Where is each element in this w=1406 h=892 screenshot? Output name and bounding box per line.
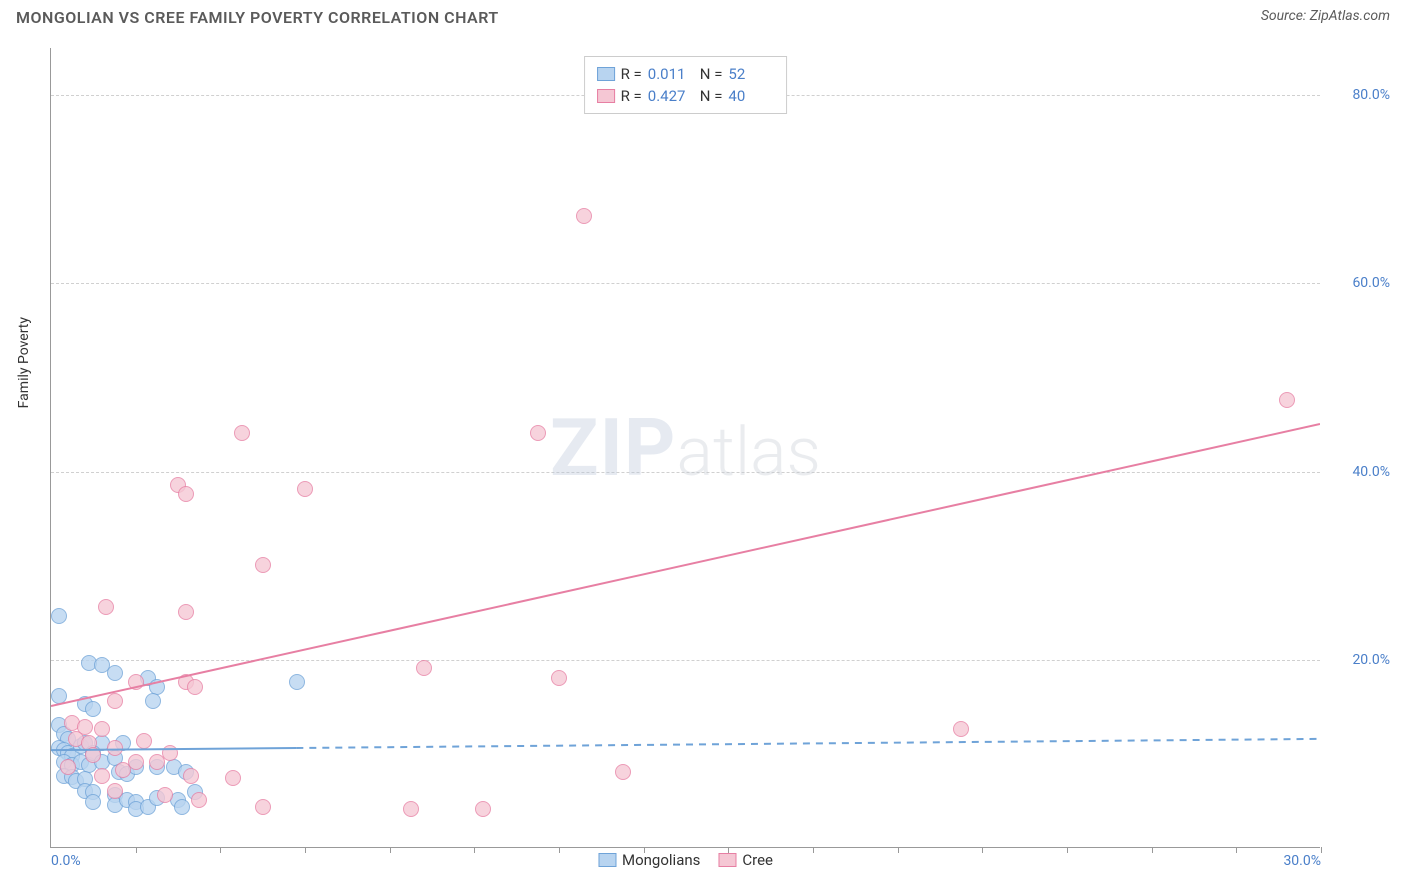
watermark: ZIPatlas <box>550 401 821 495</box>
chart-title: MONGOLIAN VS CREE FAMILY POVERTY CORRELA… <box>16 8 499 27</box>
n-value: 40 <box>728 87 774 105</box>
scatter-point <box>551 670 567 686</box>
y-tick-label: 20.0% <box>1330 652 1390 668</box>
n-value: 52 <box>728 65 774 83</box>
n-label: N = <box>700 87 723 105</box>
scatter-point <box>187 679 203 695</box>
scatter-point <box>234 425 250 441</box>
scatter-point <box>60 759 76 775</box>
r-value: 0.011 <box>648 65 694 83</box>
trend-line-dashed <box>296 739 1320 748</box>
swatch-icon <box>597 89 615 103</box>
chart-container: ZIPatlas R = 0.011 N = 52 R = 0.427 N = … <box>50 48 1390 848</box>
scatter-point <box>94 768 110 784</box>
y-tick-label: 60.0% <box>1330 275 1390 291</box>
scatter-point <box>289 674 305 690</box>
x-tick <box>728 847 729 853</box>
watermark-atlas: atlas <box>676 412 821 492</box>
legend-item-mongolians: Mongolians <box>598 851 700 869</box>
scatter-point <box>157 787 173 803</box>
scatter-point <box>255 557 271 573</box>
x-tick <box>220 847 221 853</box>
source-name: ZipAtlas.com <box>1310 8 1390 24</box>
scatter-point <box>403 801 419 817</box>
source-attribution: Source: ZipAtlas.com <box>1261 8 1390 27</box>
r-value: 0.427 <box>648 87 694 105</box>
series-legend: Mongolians Cree <box>598 851 773 869</box>
source-prefix: Source: <box>1261 8 1310 24</box>
scatter-point <box>94 721 110 737</box>
legend-label: Mongolians <box>622 851 700 869</box>
grid-line <box>51 660 1320 661</box>
scatter-point <box>576 208 592 224</box>
swatch-icon <box>597 67 615 81</box>
y-tick-label: 40.0% <box>1330 464 1390 480</box>
swatch-icon <box>718 853 736 867</box>
scatter-point <box>297 481 313 497</box>
x-tick <box>982 847 983 853</box>
scatter-point <box>255 799 271 815</box>
r-label: R = <box>621 87 642 105</box>
x-tick <box>305 847 306 853</box>
scatter-point <box>178 604 194 620</box>
chart-header: MONGOLIAN VS CREE FAMILY POVERTY CORRELA… <box>0 0 1406 31</box>
scatter-point <box>225 770 241 786</box>
scatter-point <box>178 486 194 502</box>
correlation-row-2: R = 0.427 N = 40 <box>597 85 775 107</box>
x-tick <box>390 847 391 853</box>
scatter-point <box>475 801 491 817</box>
scatter-point <box>107 783 123 799</box>
x-tick <box>813 847 814 853</box>
x-tick <box>1152 847 1153 853</box>
scatter-point <box>145 693 161 709</box>
x-tick <box>1321 847 1322 853</box>
scatter-point <box>98 599 114 615</box>
correlation-legend: R = 0.011 N = 52 R = 0.427 N = 40 <box>584 56 788 114</box>
scatter-point <box>85 794 101 810</box>
r-label: R = <box>621 65 642 83</box>
legend-item-cree: Cree <box>718 851 773 869</box>
scatter-point <box>416 660 432 676</box>
watermark-zip: ZIP <box>550 401 677 495</box>
scatter-point <box>85 747 101 763</box>
x-tick-label: 30.0% <box>1283 853 1321 869</box>
x-tick <box>136 847 137 853</box>
scatter-point <box>530 425 546 441</box>
plot-area: ZIPatlas R = 0.011 N = 52 R = 0.427 N = … <box>50 48 1320 848</box>
trend-line-solid <box>51 424 1320 706</box>
scatter-point <box>1279 392 1295 408</box>
trend-lines-svg <box>51 48 1320 847</box>
swatch-icon <box>598 853 616 867</box>
x-tick-label: 0.0% <box>51 853 81 869</box>
scatter-point <box>51 608 67 624</box>
scatter-point <box>107 740 123 756</box>
legend-label: Cree <box>742 851 773 869</box>
scatter-point <box>953 721 969 737</box>
scatter-point <box>128 674 144 690</box>
x-tick <box>559 847 560 853</box>
x-tick <box>898 847 899 853</box>
scatter-point <box>174 799 190 815</box>
correlation-row-1: R = 0.011 N = 52 <box>597 63 775 85</box>
scatter-point <box>149 754 165 770</box>
scatter-point <box>128 754 144 770</box>
y-tick-label: 80.0% <box>1330 87 1390 103</box>
scatter-point <box>51 688 67 704</box>
y-axis-title: Family Poverty <box>16 317 32 408</box>
scatter-point <box>85 701 101 717</box>
scatter-point <box>615 764 631 780</box>
scatter-point <box>183 768 199 784</box>
x-tick <box>1067 847 1068 853</box>
scatter-point <box>136 733 152 749</box>
grid-line <box>51 472 1320 473</box>
scatter-point <box>107 665 123 681</box>
grid-line <box>51 283 1320 284</box>
scatter-point <box>191 792 207 808</box>
x-tick <box>474 847 475 853</box>
scatter-point <box>107 693 123 709</box>
x-tick <box>1236 847 1237 853</box>
n-label: N = <box>700 65 723 83</box>
x-tick <box>644 847 645 853</box>
